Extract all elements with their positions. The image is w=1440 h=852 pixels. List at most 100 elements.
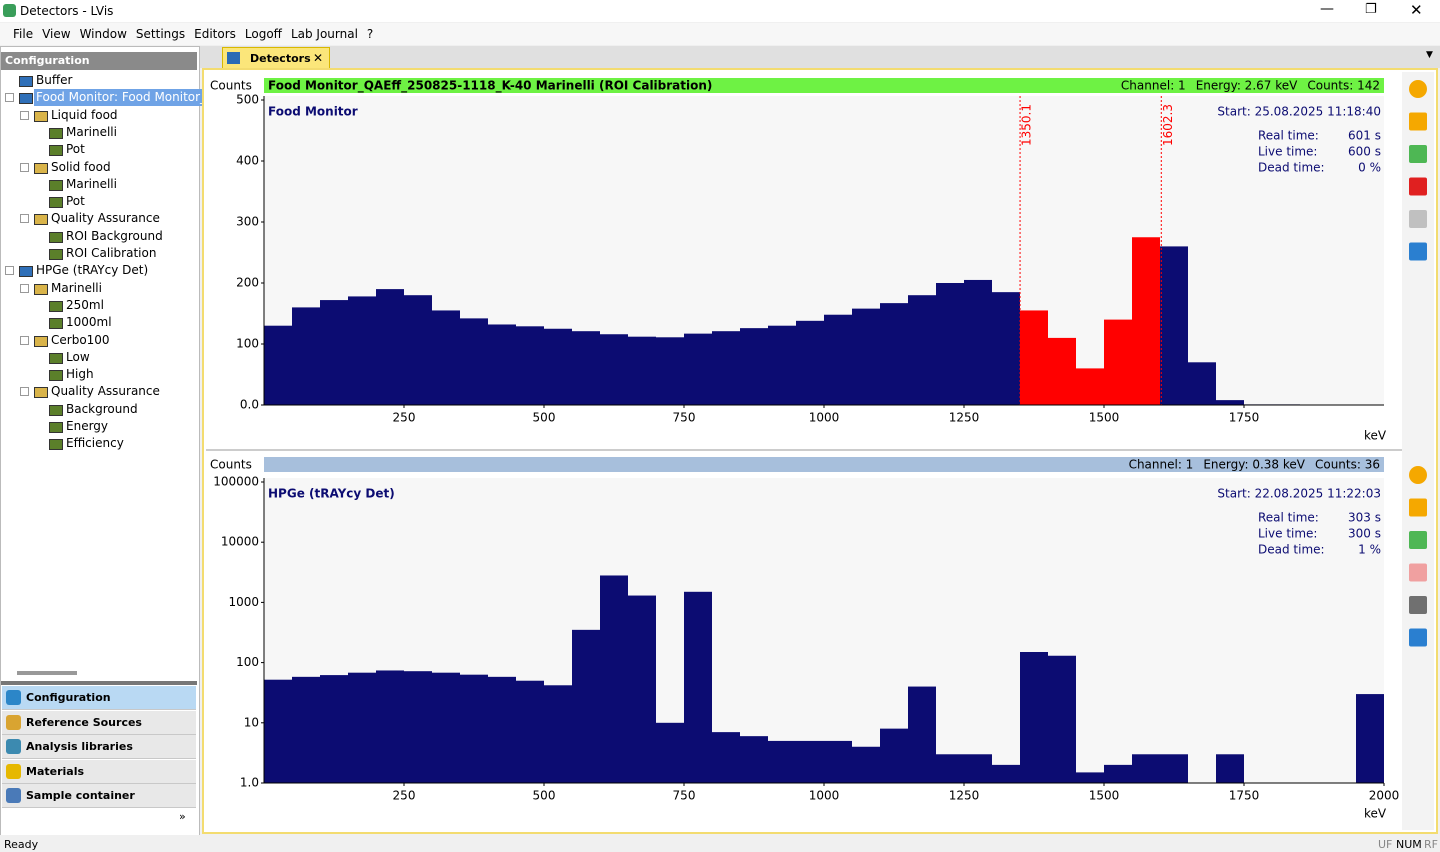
bar [852, 309, 880, 405]
bar [1160, 246, 1188, 405]
status-bar: Ready UF NUM RF [0, 835, 1440, 852]
spectrum-title: Food Monitor_QAEff_250825-1118_K-40 Mari… [268, 79, 712, 94]
bar [824, 741, 852, 783]
tool-button[interactable] [1409, 596, 1427, 614]
tool-button[interactable] [1409, 145, 1427, 163]
tool-button[interactable] [1409, 80, 1427, 98]
tool-button[interactable] [1409, 564, 1427, 582]
y-tick-label: 400 [236, 154, 259, 168]
bar [1048, 338, 1076, 405]
time-value: 1 % [1358, 543, 1381, 557]
bar [1356, 694, 1384, 783]
bar [516, 681, 544, 783]
bar [740, 736, 768, 783]
bar [936, 283, 964, 405]
detector-name: HPGe (tRAYcy Det) [268, 487, 395, 501]
bar [320, 675, 348, 783]
bar [376, 289, 404, 405]
bar [740, 328, 768, 405]
roi-label: 1350.1 [1020, 104, 1034, 146]
bar [684, 592, 712, 783]
bar [1104, 320, 1132, 405]
status-left: Ready [4, 838, 38, 851]
tool-button[interactable] [1409, 531, 1427, 549]
bar [432, 310, 460, 405]
bar [852, 747, 880, 783]
bar [880, 729, 908, 783]
x-axis-label: keV [1364, 807, 1387, 821]
bar [964, 280, 992, 405]
bar [684, 334, 712, 405]
bar [824, 315, 852, 405]
bar [1216, 754, 1244, 783]
bar [376, 670, 404, 783]
bar [908, 295, 936, 405]
bar [1132, 237, 1160, 405]
x-tick-label: 1500 [1089, 789, 1120, 803]
tool-button[interactable] [1409, 178, 1427, 196]
time-value: 600 s [1348, 145, 1381, 159]
x-tick-label: 1500 [1089, 411, 1120, 425]
time-label: Real time: [1258, 511, 1319, 525]
roi-label: 1602.3 [1161, 104, 1175, 146]
x-tick-label: 1750 [1229, 789, 1260, 803]
x-axis-label: keV [1364, 429, 1387, 443]
y-tick-label: 300 [236, 215, 259, 229]
bar [1132, 754, 1160, 783]
tool-button[interactable] [1409, 243, 1427, 261]
time-label: Dead time: [1258, 161, 1325, 175]
y-tick-label: 1.0 [240, 776, 259, 790]
bar [544, 685, 572, 783]
y-tick-label: 10000 [221, 535, 259, 549]
bar [460, 675, 488, 783]
bar [544, 329, 572, 405]
bar [1216, 400, 1244, 405]
header-info: Channel: 1 [1129, 458, 1194, 472]
header-info: Counts: 142 [1307, 79, 1380, 93]
bar [880, 303, 908, 405]
bar [1188, 362, 1216, 405]
bar [628, 596, 656, 783]
bar [264, 326, 292, 405]
bar [1104, 765, 1132, 783]
header-info: Channel: 1 [1121, 79, 1186, 93]
tool-button[interactable] [1409, 113, 1427, 131]
time-value: 303 s [1348, 511, 1381, 525]
time-label: Dead time: [1258, 543, 1325, 557]
bar [460, 318, 488, 405]
time-value: 300 s [1348, 527, 1381, 541]
time-value: 0 % [1358, 161, 1381, 175]
bar [348, 673, 376, 783]
x-tick-label: 250 [393, 411, 416, 425]
bar [628, 337, 656, 405]
bar [656, 337, 684, 405]
bar [964, 754, 992, 783]
bar [488, 324, 516, 405]
y-tick-label: 100 [236, 337, 259, 351]
header-info: Energy: 2.67 keV [1196, 79, 1298, 93]
bar [292, 677, 320, 783]
tool-button[interactable] [1409, 499, 1427, 517]
bar [516, 326, 544, 405]
tool-button[interactable] [1409, 210, 1427, 228]
bar [1020, 310, 1048, 405]
x-tick-label: 1250 [949, 789, 980, 803]
start-time: Start: 22.08.2025 11:22:03 [1217, 487, 1381, 501]
x-tick-label: 1000 [809, 411, 840, 425]
bar [908, 687, 936, 783]
time-value: 601 s [1348, 129, 1381, 143]
bar [320, 300, 348, 405]
bar [768, 326, 796, 405]
status-uf: UF [1378, 838, 1392, 851]
bar [432, 673, 460, 783]
status-rf: RF [1424, 838, 1438, 851]
bar [600, 334, 628, 405]
status-num: NUM [1396, 838, 1422, 851]
detector-name: Food Monitor [268, 105, 358, 119]
start-time: Start: 25.08.2025 11:18:40 [1217, 105, 1381, 119]
bar [992, 292, 1020, 405]
tool-button[interactable] [1409, 466, 1427, 484]
x-tick-label: 250 [393, 789, 416, 803]
tool-button[interactable] [1409, 629, 1427, 647]
